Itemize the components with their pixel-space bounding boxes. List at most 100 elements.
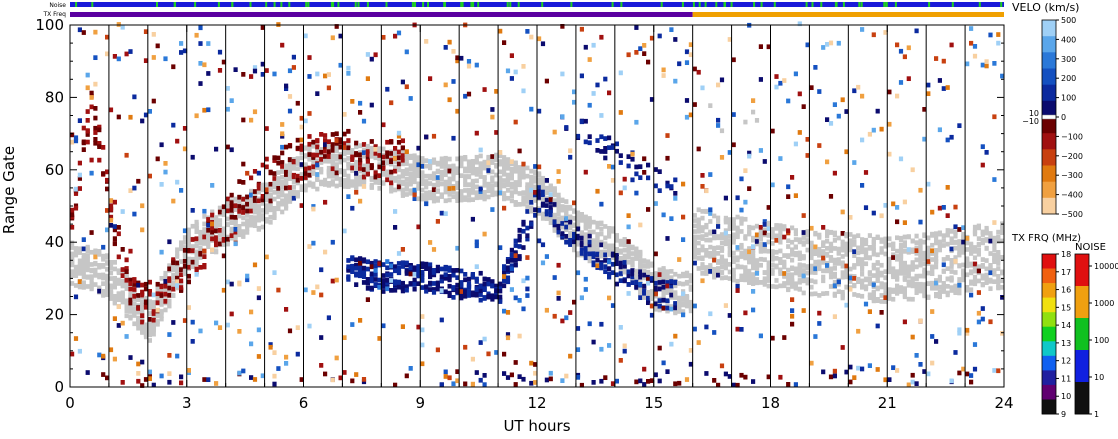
velocity-cell-scatter — [813, 65, 818, 70]
ground-scatter-cell — [342, 157, 347, 163]
velocity-cell-negative — [233, 203, 238, 209]
ground-scatter-cell — [731, 217, 736, 222]
velocity-cell-positive — [459, 282, 464, 287]
velocity-cell-near — [474, 370, 479, 375]
velocity-cell-scatter — [766, 44, 771, 50]
velocity-cell-scatter — [155, 307, 160, 313]
velocity-cell-positive — [502, 271, 507, 276]
velocity-cell-scatter — [743, 168, 748, 174]
velocity-cell-scatter — [179, 50, 184, 55]
ground-scatter-cell — [941, 233, 946, 239]
velocity-cell-positive — [369, 278, 374, 284]
ground-scatter-cell — [85, 253, 90, 259]
velocity-cell-scatter — [568, 154, 573, 160]
ground-scatter-cell — [132, 301, 137, 307]
velocity-cell-positive — [416, 268, 421, 273]
velocity-cell-scatter — [766, 226, 771, 232]
velocity-cell-negative — [171, 257, 176, 263]
ground-scatter-cell — [552, 192, 557, 198]
ground-scatter-cell — [241, 234, 246, 239]
velocity-cell-scatter — [369, 102, 374, 108]
velocity-cell-scatter — [229, 147, 234, 153]
velocity-cell-scatter — [439, 288, 444, 293]
velocity-cell-scatter — [260, 25, 265, 30]
ground-scatter-cell — [634, 256, 639, 261]
velocity-cell-positive — [607, 274, 612, 280]
velocity-cell-scatter — [509, 159, 514, 165]
velocity-cell-scatter — [568, 148, 573, 154]
velocity-cell-scatter — [396, 184, 402, 190]
velocity-cell-scatter — [175, 179, 180, 185]
velocity-cell-scatter — [906, 76, 911, 82]
velocity-cell-near — [634, 379, 639, 385]
ground-scatter-cell — [287, 199, 293, 204]
noise-bar-mark — [978, 2, 981, 7]
velocity-cell-scatter — [447, 168, 452, 174]
ground-scatter-cell — [505, 179, 511, 184]
ground-scatter-cell — [828, 248, 834, 253]
ground-scatter-cell — [221, 228, 226, 234]
velocity-cell-negative — [217, 209, 223, 215]
velocity-cell-scatter — [377, 285, 382, 290]
velocity-cell-negative — [214, 239, 219, 245]
velocity-cell-scatter — [599, 113, 604, 118]
ground-scatter-cell — [513, 168, 518, 174]
velocity-cell-scatter — [108, 223, 114, 228]
ground-scatter-cell — [85, 248, 90, 254]
ground-scatter-cell — [116, 297, 121, 303]
velocity-cell-scatter — [863, 301, 869, 307]
velocity-cell-scatter — [832, 314, 837, 320]
ground-scatter-cell — [770, 267, 775, 273]
ground-scatter-cell — [186, 234, 191, 240]
velocity-cell-near — [179, 374, 184, 380]
ground-scatter-cell — [151, 300, 156, 305]
velocity-cell-scatter — [517, 148, 522, 154]
velocity-cell-scatter — [167, 371, 172, 377]
noise-bar-mark — [820, 2, 823, 7]
ground-scatter-cell — [256, 207, 261, 213]
velocity-cell-near — [85, 370, 90, 375]
velocity-cell-negative — [85, 139, 90, 145]
velocity-cell-scatter — [420, 327, 425, 333]
ground-scatter-cell — [828, 258, 834, 263]
velocity-cell-scatter — [521, 88, 526, 94]
velocity-cell-negative — [132, 278, 137, 284]
ground-scatter-cell — [790, 284, 795, 289]
velocity-cell-scatter — [330, 377, 335, 383]
velocity-cell-scatter — [494, 89, 499, 94]
velocity-cell-scatter — [817, 321, 822, 326]
velocity-cell-scatter — [634, 25, 639, 30]
ground-scatter-cell — [303, 145, 308, 151]
velocity-cell-scatter — [610, 381, 616, 387]
ground-scatter-cell — [895, 254, 900, 259]
velocity-cell-scatter — [521, 161, 526, 167]
ground-scatter-cell — [793, 231, 798, 237]
ground-scatter-cell — [513, 200, 518, 206]
velocity-cell-near — [505, 375, 511, 380]
velocity-cell-scatter — [587, 321, 592, 327]
ground-scatter-cell — [358, 174, 363, 180]
ground-scatter-cell — [653, 306, 658, 312]
velocity-cell-scatter — [128, 114, 133, 120]
ground-scatter-cell — [875, 252, 880, 258]
ground-scatter-cell — [665, 290, 670, 295]
ground-scatter-cell — [821, 291, 826, 297]
velocity-cell-scatter — [179, 278, 184, 284]
velocity-cell-positive — [466, 276, 472, 282]
ground-scatter-cell — [272, 215, 277, 221]
velocity-cell-scatter — [89, 157, 94, 163]
ground-scatter-cell — [478, 169, 483, 175]
velocity-cell-scatter — [365, 52, 370, 57]
ground-scatter-cell — [949, 269, 954, 274]
ground-scatter-cell — [256, 214, 261, 220]
ground-scatter-cell — [416, 196, 421, 202]
velocity-cell-scatter — [692, 102, 697, 107]
ground-scatter-cell — [735, 227, 740, 232]
ground-scatter-cell — [844, 284, 849, 290]
ground-scatter-cell — [194, 256, 199, 262]
velocity-cell-positive — [564, 234, 569, 239]
velocity-cell-positive — [548, 209, 553, 215]
ground-scatter-cell — [303, 153, 308, 159]
velocity-cell-scatter — [934, 339, 939, 344]
velocity-cell-scatter — [918, 219, 923, 225]
